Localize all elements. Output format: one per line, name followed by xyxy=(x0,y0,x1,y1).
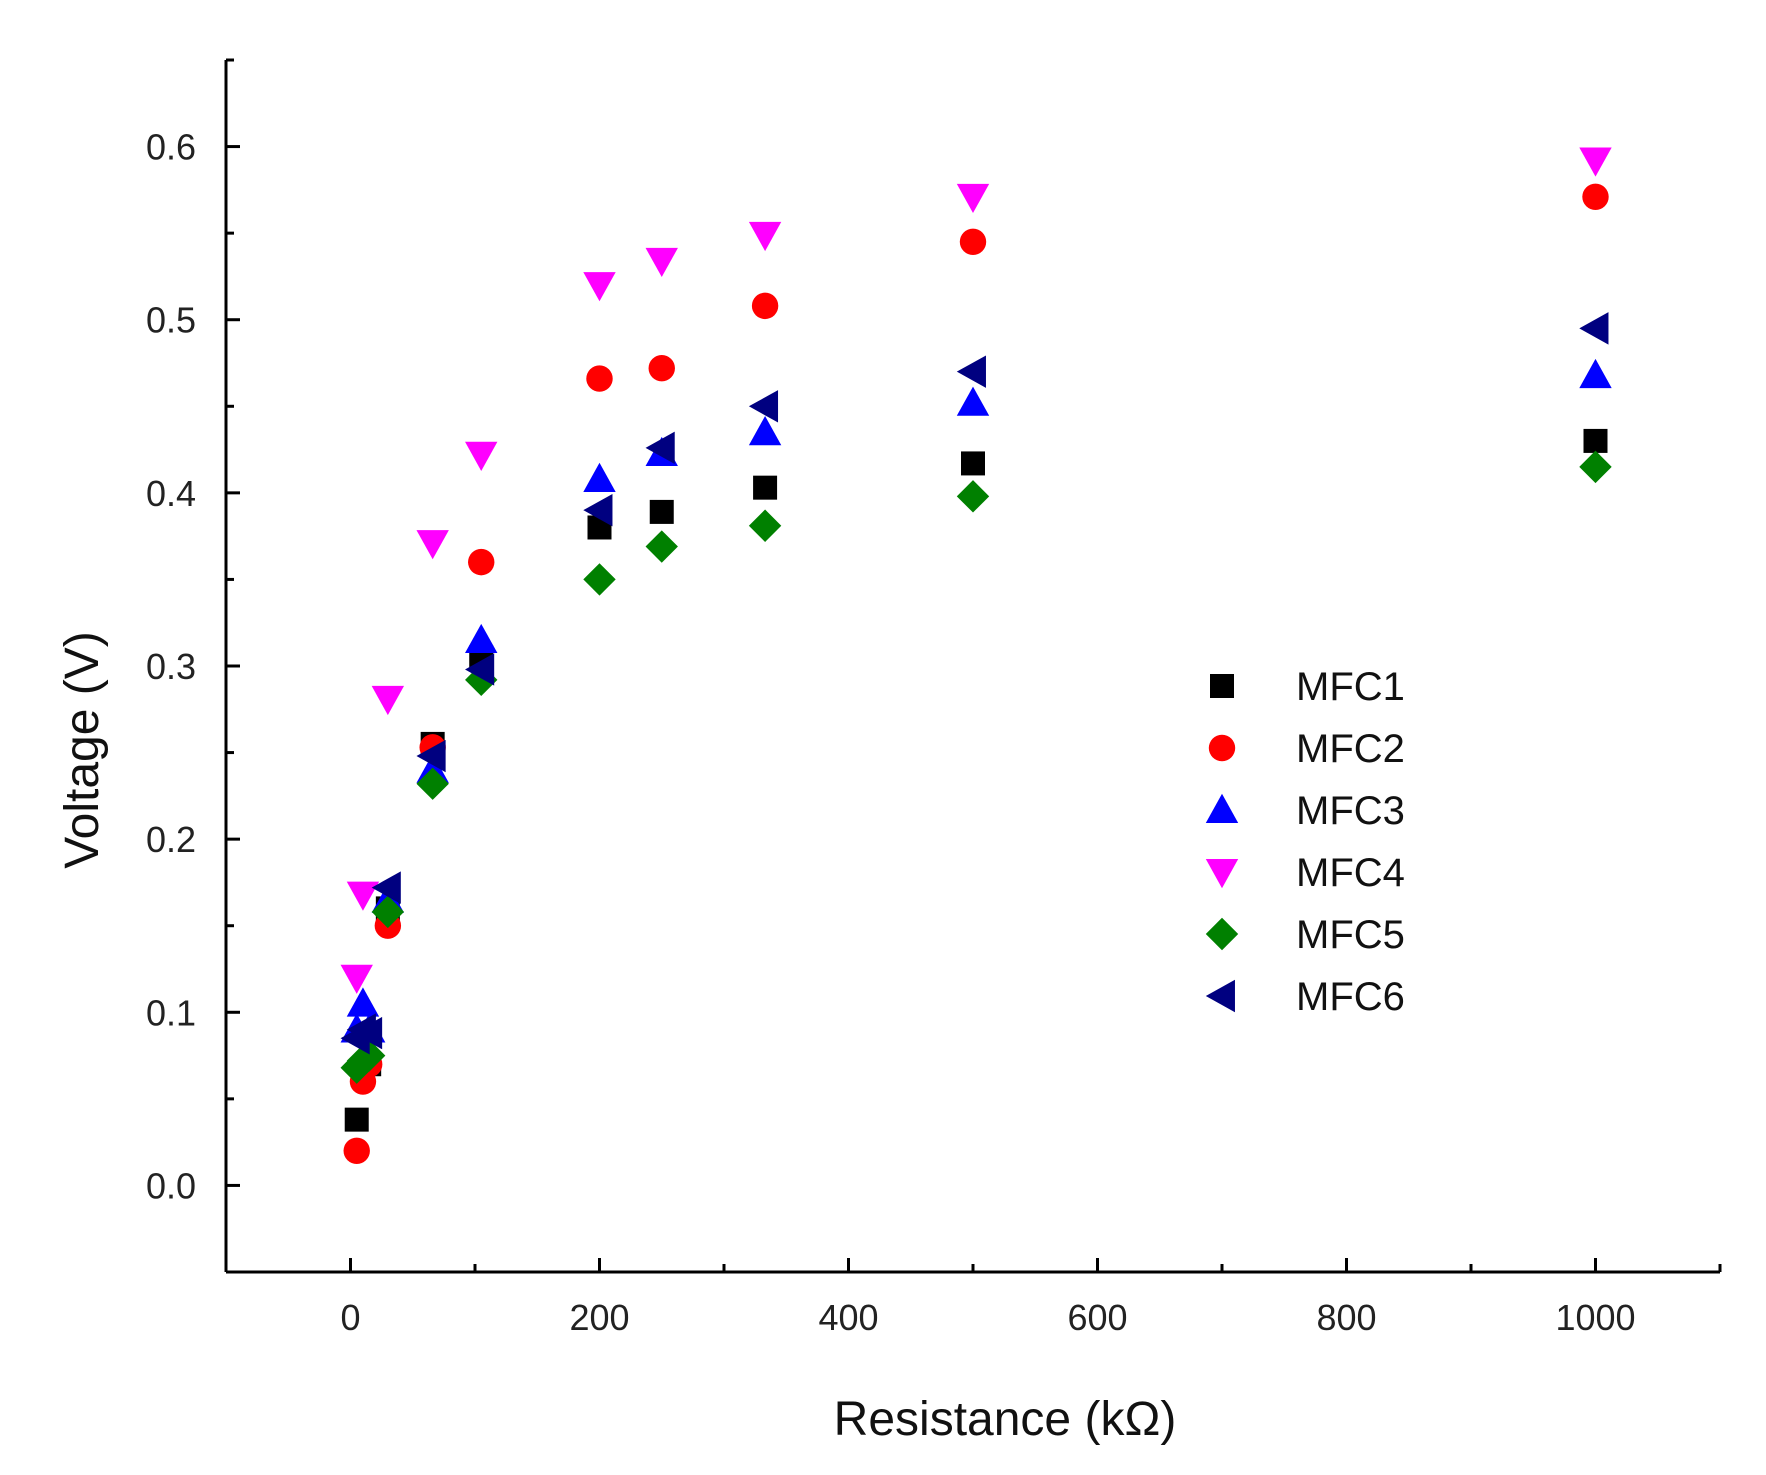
point-mfc6 xyxy=(645,431,675,465)
series-mfc5 xyxy=(340,450,1612,1084)
point-mfc6 xyxy=(465,653,495,686)
point-mfc6 xyxy=(583,493,613,527)
axes: 0 200 400 600 800 1000 0.0 0.1 0.2 0.3 0.4 0.5 0.6 xyxy=(146,58,1722,1338)
x-tick-label: 0 xyxy=(340,1297,360,1338)
legend-marker-mfc1 xyxy=(1210,674,1234,698)
y-tick-label: 0.4 xyxy=(146,473,196,514)
point-mfc2 xyxy=(468,548,495,576)
point-mfc3 xyxy=(1579,358,1612,389)
point-mfc2 xyxy=(648,354,675,382)
point-mfc4 xyxy=(340,964,373,994)
y-tick-label: 0.2 xyxy=(146,819,196,860)
x-axis-title: Resistance (kΩ) xyxy=(834,1393,1177,1446)
data-points xyxy=(340,147,1612,1165)
point-mfc3 xyxy=(465,623,498,653)
series-mfc2 xyxy=(343,183,1609,1165)
legend-label: MFC4 xyxy=(1296,851,1405,895)
legend-marker-mfc3 xyxy=(1205,793,1239,823)
y-tick-label: 0.1 xyxy=(146,992,196,1033)
point-mfc6 xyxy=(1579,312,1609,345)
point-mfc4 xyxy=(748,221,782,252)
point-mfc2 xyxy=(343,1137,370,1165)
point-mfc5 xyxy=(583,563,616,596)
legend-label: MFC2 xyxy=(1296,727,1405,771)
point-mfc5 xyxy=(748,509,782,542)
point-mfc4 xyxy=(645,247,678,278)
point-mfc6 xyxy=(956,355,986,388)
point-mfc3 xyxy=(583,462,616,492)
series-mfc6 xyxy=(340,312,1609,1055)
series-mfc1 xyxy=(344,428,1608,1132)
point-mfc5 xyxy=(1579,450,1612,484)
y-tick-label: 0.5 xyxy=(146,300,196,341)
legend-marker-mfc5 xyxy=(1205,917,1239,951)
point-mfc1 xyxy=(344,1107,369,1132)
legend-label: MFC3 xyxy=(1296,789,1405,833)
point-mfc5 xyxy=(645,530,678,563)
legend-marker-mfc4 xyxy=(1205,859,1239,889)
legend: MFC1 MFC2 MFC3 MFC4 MFC5 MFC6 xyxy=(1205,665,1405,1019)
point-mfc2 xyxy=(1582,183,1609,210)
legend-label: MFC5 xyxy=(1296,913,1405,957)
legend-marker-mfc6 xyxy=(1205,979,1235,1013)
y-tick-label: 0.0 xyxy=(146,1165,196,1206)
point-mfc3 xyxy=(956,386,990,416)
legend-label: MFC1 xyxy=(1296,665,1405,709)
series-mfc4 xyxy=(340,147,1612,994)
x-tick-label: 800 xyxy=(1316,1297,1376,1338)
y-tick-label: 0.6 xyxy=(146,127,196,168)
legend-label: MFC6 xyxy=(1296,975,1405,1019)
point-mfc1 xyxy=(753,475,778,500)
legend-marker-mfc2 xyxy=(1208,734,1236,762)
point-mfc5 xyxy=(371,895,405,929)
point-mfc6 xyxy=(371,871,401,904)
point-mfc4 xyxy=(416,530,449,560)
point-mfc3 xyxy=(748,416,782,446)
point-mfc1 xyxy=(649,499,674,524)
point-mfc3 xyxy=(346,987,380,1017)
x-tick-label: 200 xyxy=(569,1297,629,1338)
point-mfc1 xyxy=(961,451,985,476)
point-mfc6 xyxy=(748,390,779,423)
point-mfc4 xyxy=(346,881,380,911)
point-mfc2 xyxy=(751,292,779,320)
x-tick-label: 1000 xyxy=(1555,1297,1635,1338)
point-mfc6 xyxy=(352,1016,383,1050)
point-mfc4 xyxy=(583,272,616,302)
y-tick-label: 0.3 xyxy=(146,646,196,687)
point-mfc1 xyxy=(1583,428,1608,453)
point-mfc5 xyxy=(416,767,449,800)
point-mfc4 xyxy=(465,441,498,471)
x-tick-label: 600 xyxy=(1067,1297,1127,1338)
point-mfc4 xyxy=(956,183,990,213)
point-mfc2 xyxy=(586,365,613,392)
x-tick-label: 400 xyxy=(818,1297,878,1338)
point-mfc4 xyxy=(1579,147,1612,177)
point-mfc2 xyxy=(959,228,987,255)
point-mfc5 xyxy=(956,480,990,513)
point-mfc6 xyxy=(416,739,446,773)
point-mfc4 xyxy=(371,685,405,716)
y-axis-title: Voltage (V) xyxy=(56,631,109,868)
